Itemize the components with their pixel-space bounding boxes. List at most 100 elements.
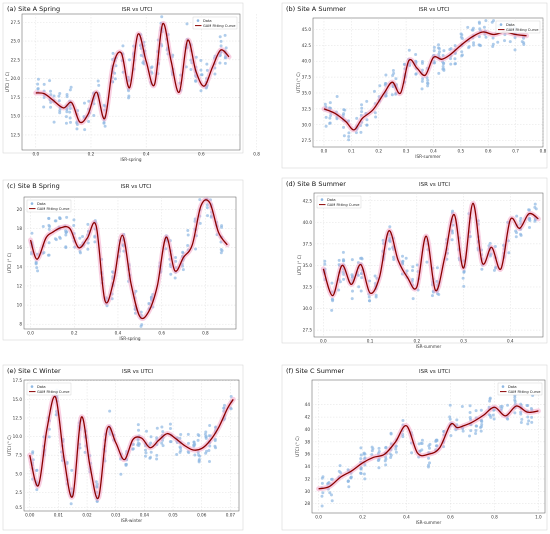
x-axis-label: ISR-summer [416,520,442,525]
x-tick-label: 0.6 [198,152,205,157]
data-point [36,87,40,91]
y-tick-label: 42.5 [302,43,312,48]
data-point [513,48,517,52]
chart-title: ISR vs UTCI [418,7,449,13]
data-point [335,95,339,99]
data-point [223,403,227,407]
data-point [519,216,523,220]
data-point [506,417,510,421]
y-tick-label: 27.5 [302,138,312,143]
data-point [425,260,429,264]
data-point [323,259,327,263]
data-point [218,61,222,65]
data-point [492,268,496,272]
panel-label: (c) Site B Spring [7,182,60,190]
data-point [35,266,39,270]
data-point [103,124,107,128]
data-point [350,289,354,293]
data-point [347,138,351,142]
y-tick-label: 40.0 [303,220,313,225]
data-point [194,79,198,83]
data-point [491,413,495,417]
data-point [425,81,429,85]
data-point [394,447,398,451]
data-point [372,89,376,93]
data-point [68,120,72,124]
panel-label: (f) Site C Summer [286,367,344,375]
data-point [92,114,96,118]
data-point [49,89,53,93]
y-tick-label: 37.5 [303,241,313,246]
data-point [492,19,496,23]
data-point [461,429,465,433]
fit-curve [318,405,539,490]
data-point [474,431,478,435]
data-point [64,229,68,233]
fit-curve [29,199,228,320]
data-point [365,99,369,103]
data-point [194,55,198,59]
data-point [124,462,128,466]
data-point [207,449,211,453]
data-point [449,434,453,438]
data-point [323,102,327,106]
data-point [189,67,193,71]
data-point [78,236,82,240]
data-point [428,442,432,446]
data-point [155,453,159,457]
data-point [350,297,354,301]
data-point [155,426,159,430]
data-point [127,58,131,62]
data-point [513,411,517,415]
data-point [467,46,471,50]
data-point [378,84,382,88]
data-point [474,428,478,432]
y-tick-label: 40.0 [302,59,312,64]
data-point [65,110,69,114]
data-point [520,40,524,44]
y-tick-label: 10.0 [13,434,23,439]
data-point [491,45,495,49]
plot-area [313,192,544,338]
data-point [68,88,72,92]
data-point [362,452,366,456]
data-point [68,116,72,120]
y-tick-label: 20 [17,207,23,212]
data-point [97,83,101,87]
legend-fit-label: GAM Fitting Curve [37,207,70,211]
data-point [389,431,393,435]
data-point [414,72,418,76]
data-point [36,269,40,273]
data-point [174,256,178,260]
x-tick-label: 0.2 [375,149,382,154]
legend-data-label: Data [37,202,46,206]
fit-curve [323,31,527,131]
x-tick-label: 0.8 [253,152,260,157]
legend-fit-label: GAM Fitting Curve [203,24,236,28]
data-point [392,257,396,261]
data-point [410,451,414,455]
data-point [160,441,164,445]
legend-data-label: Data [327,198,336,202]
data-point [426,78,430,82]
data-point [388,225,392,229]
y-tick-label: 30 [305,489,311,494]
data-point [111,51,115,55]
data-point [518,219,522,223]
data-point [196,438,200,442]
x-tick-label: 0.0 [32,152,39,157]
legend-data-label: Data [508,385,517,389]
data-point [64,115,68,119]
data-point [377,446,381,450]
data-point [49,105,53,109]
data-point [411,265,415,269]
data-point [477,43,481,47]
x-tick-label: 0.4 [143,152,150,157]
data-point [420,79,424,83]
data-point [42,105,46,109]
legend-data-marker [499,23,503,26]
y-tick-label: 7.5 [15,453,22,458]
x-tick-label: 0.7 [512,149,519,154]
